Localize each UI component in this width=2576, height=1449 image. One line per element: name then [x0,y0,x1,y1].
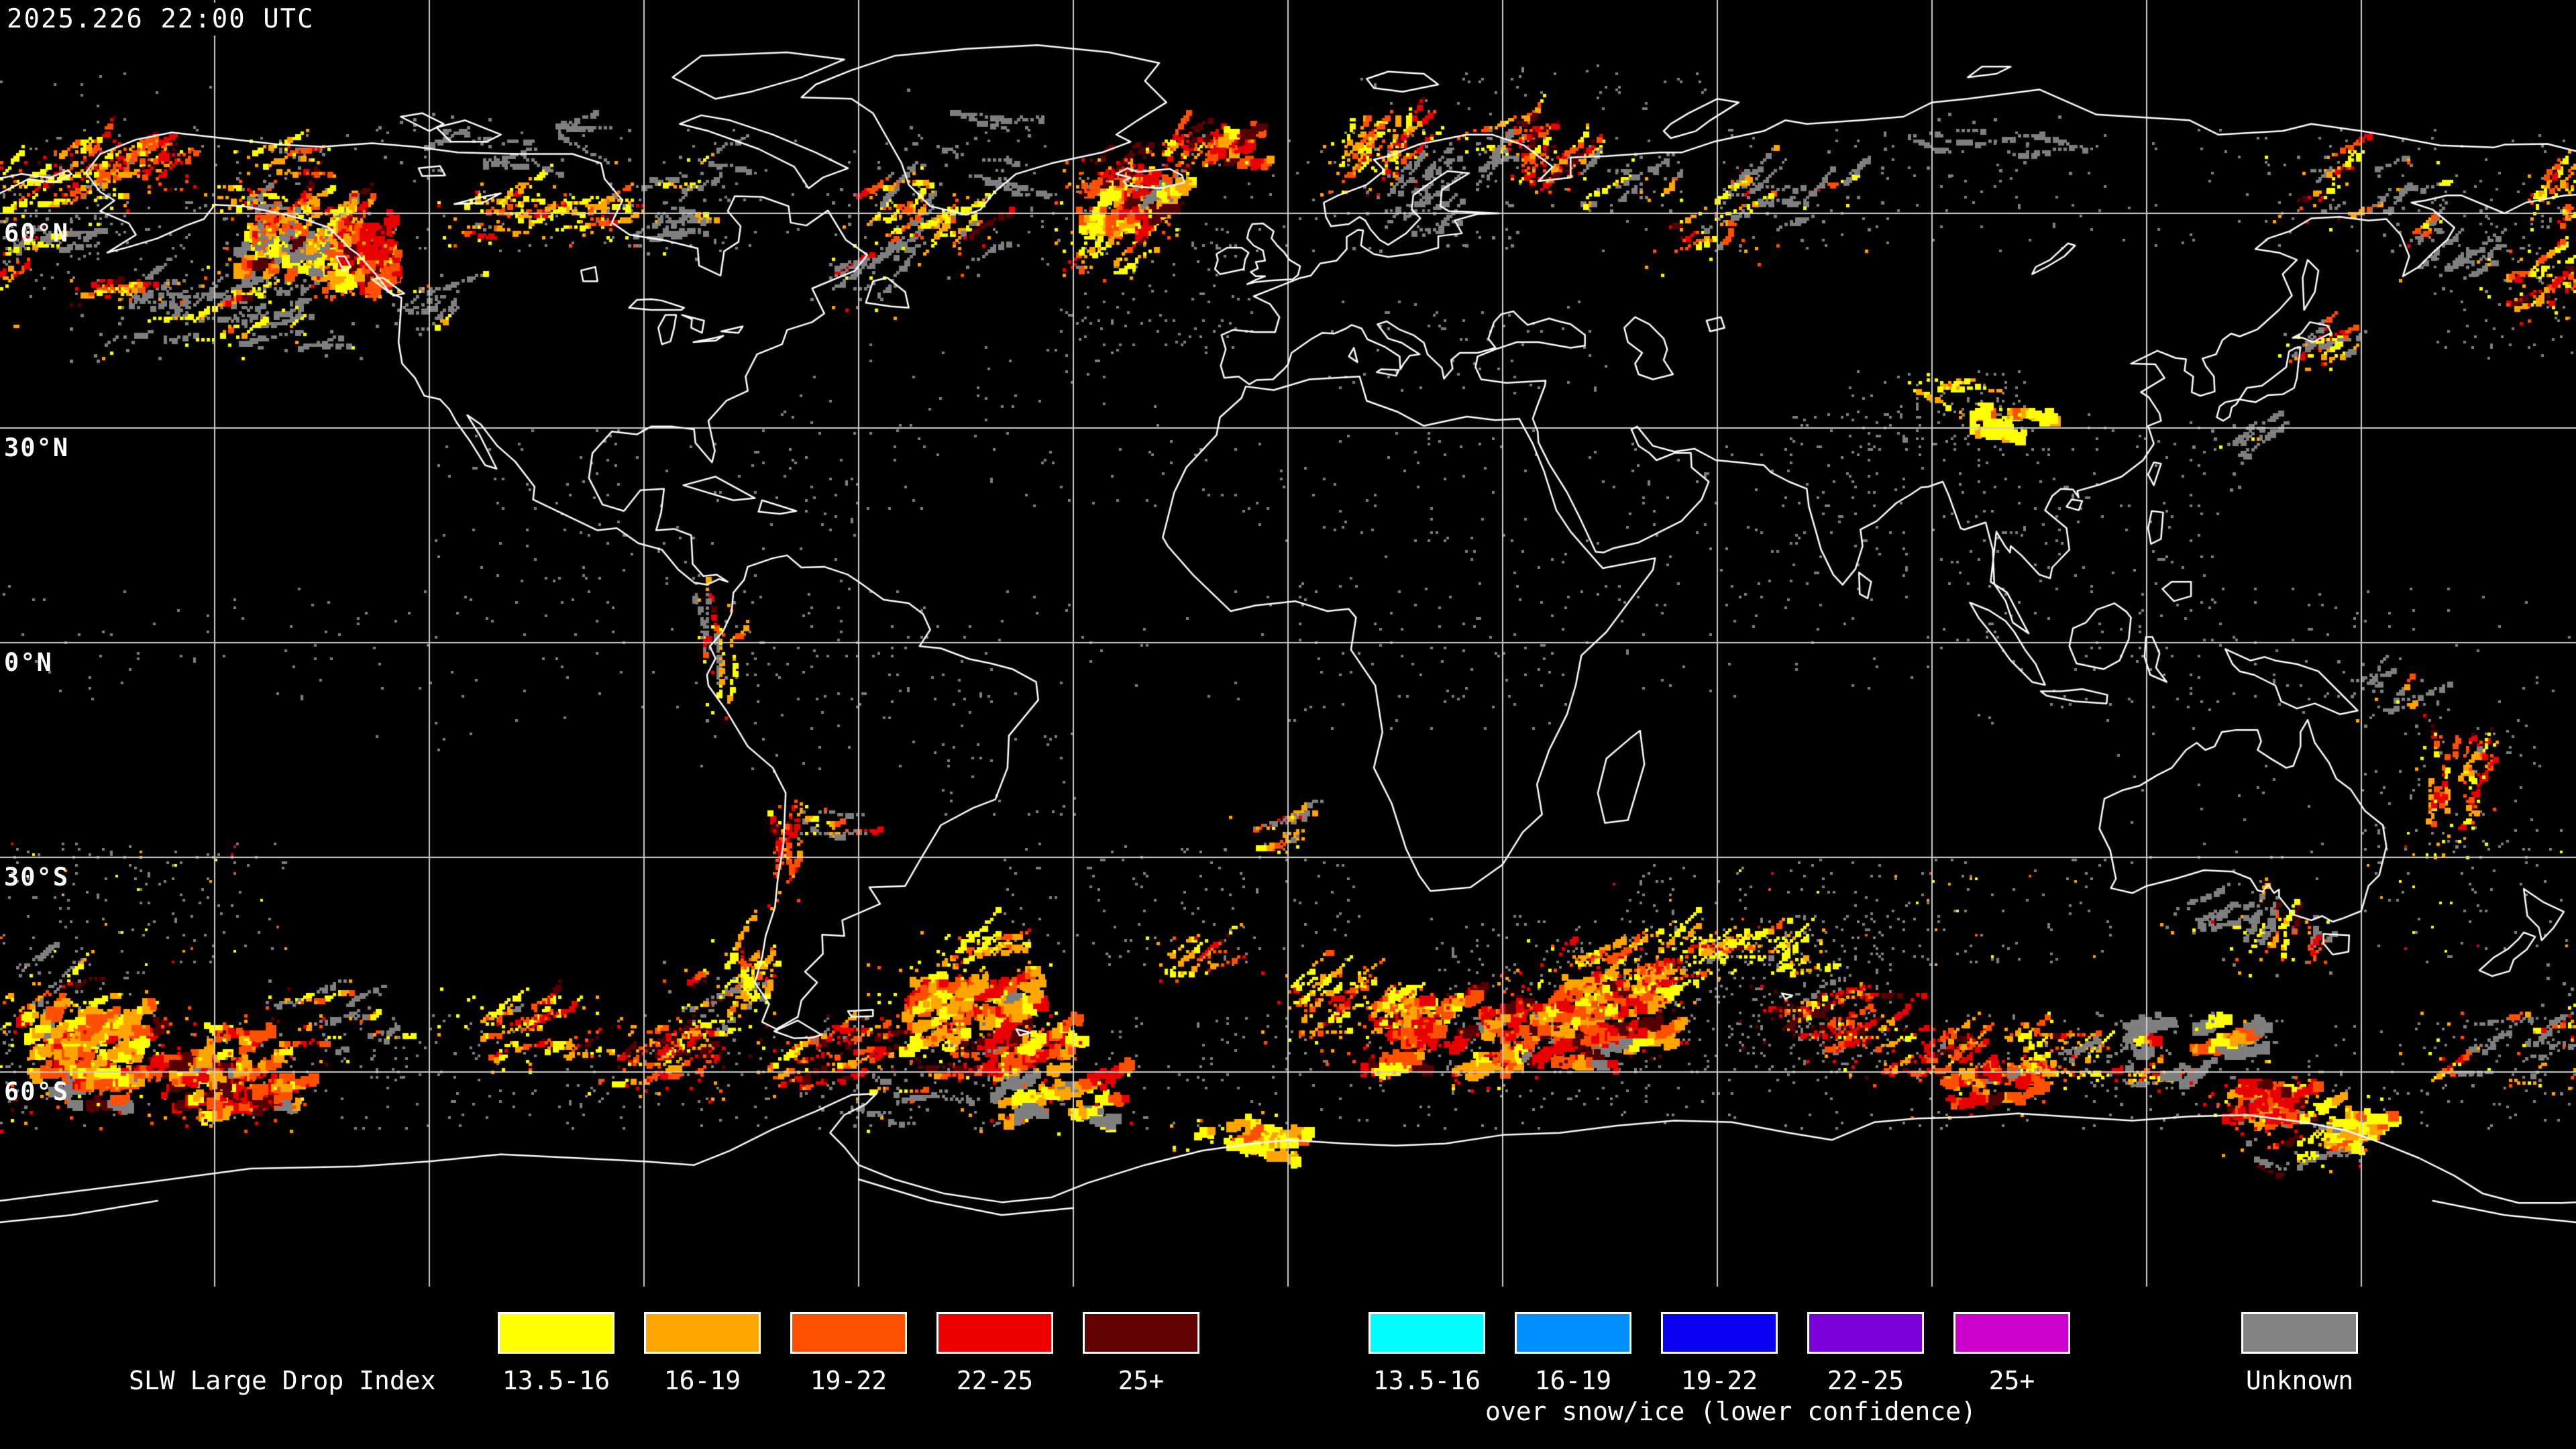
legend-label-slw-16-19: 16-19 [663,1366,741,1395]
legend-swatch-snow-16-19 [1515,1312,1631,1354]
legend-swatch-slw-25plus [1083,1312,1199,1354]
timestamp: 2025.226 22:00 UTC [5,3,319,36]
lat-label-0n: 0°N [4,648,53,677]
legend-subtitle: over snow/ice (lower confidence) [1485,1397,1977,1426]
legend-swatch-slw-13.5-16 [498,1312,614,1354]
legend-title: SLW Large Drop Index [129,1366,436,1395]
legend-label-snow-22-25: 22-25 [1827,1366,1904,1395]
lat-label-30s: 30°S [4,863,70,892]
lat-label-60s: 60°S [4,1077,70,1106]
legend-swatch-snow-25plus [1953,1312,2070,1354]
legend-swatch-slw-19-22 [790,1312,907,1354]
legend-label-snow-19-22: 19-22 [1680,1366,1758,1395]
legend-label-slw-19-22: 19-22 [810,1366,888,1395]
legend-swatch-slw-16-19 [644,1312,761,1354]
lat-label-60n: 60°N [4,219,70,248]
legend-swatch-unknown [2241,1312,2358,1354]
legend-label-slw-22-25: 22-25 [956,1366,1034,1395]
legend-label-snow-25plus: 25+ [1988,1366,2035,1395]
legend-label-unknown: Unknown [2245,1366,2354,1395]
legend-swatch-snow-13.5-16 [1368,1312,1485,1354]
legend-swatch-snow-19-22 [1661,1312,1778,1354]
legend-label-slw-13.5-16: 13.5-16 [502,1366,610,1395]
legend-label-snow-16-19: 16-19 [1534,1366,1612,1395]
legend-label-slw-25plus: 25+ [1118,1366,1165,1395]
legend-swatch-snow-22-25 [1807,1312,1924,1354]
legend-label-snow-13.5-16: 13.5-16 [1373,1366,1481,1395]
legend-swatch-slw-22-25 [936,1312,1053,1354]
lat-label-30n: 30°N [4,433,70,462]
